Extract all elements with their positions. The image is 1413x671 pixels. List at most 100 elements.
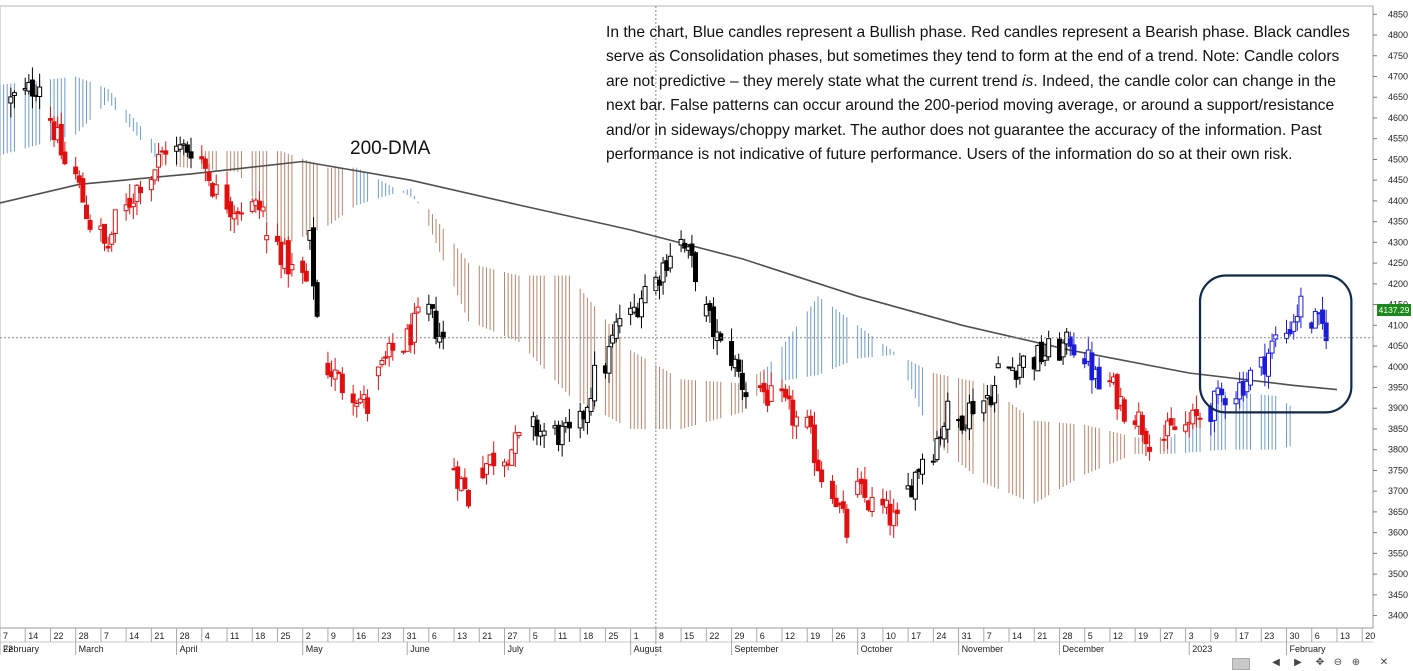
zoom-in-icon[interactable]: ⊕ xyxy=(1351,657,1361,668)
date-tick-label: 7 xyxy=(987,631,992,641)
candle-body xyxy=(588,398,594,412)
candle-body xyxy=(739,372,745,391)
month-label: December xyxy=(1062,644,1104,654)
candle-body xyxy=(1183,424,1189,432)
candle-body xyxy=(1096,366,1102,390)
candle-body xyxy=(62,151,68,165)
candle-body xyxy=(1046,338,1052,358)
candle-body xyxy=(992,385,998,404)
price-tick-label: 3850 xyxy=(1388,424,1408,434)
candle-body xyxy=(833,497,839,507)
candle-body xyxy=(840,501,846,509)
candle-body xyxy=(199,156,205,160)
price-tick-label: 3750 xyxy=(1388,465,1408,475)
date-tick-label: 21 xyxy=(482,631,492,641)
zoom-out-icon[interactable]: ⊖ xyxy=(1333,657,1343,668)
date-tick-label: 20 xyxy=(1365,631,1375,641)
candle-body xyxy=(1190,409,1196,425)
candle-body xyxy=(516,432,522,436)
candle-body xyxy=(786,395,792,400)
candle-body xyxy=(912,471,918,500)
close-chart-icon[interactable]: ✕ xyxy=(1379,657,1389,668)
candle-body xyxy=(1247,369,1253,386)
candle-body xyxy=(152,169,158,181)
candle-body xyxy=(332,369,338,380)
date-tick-label: 16 xyxy=(356,631,366,641)
candle-body xyxy=(123,204,129,212)
date-tick-label: 19 xyxy=(1138,631,1148,641)
candle-body xyxy=(357,398,363,403)
candle-body xyxy=(660,262,666,283)
candle-body xyxy=(995,363,1001,369)
scroll-right-icon[interactable]: ▶ xyxy=(1294,657,1302,668)
date-tick-label: 24 xyxy=(936,631,946,641)
candle-body xyxy=(1172,426,1178,430)
date-tick-label: 6 xyxy=(432,631,437,641)
candle-body xyxy=(566,421,572,429)
date-tick-label: 8 xyxy=(659,631,664,641)
price-tick-label: 4000 xyxy=(1388,362,1408,372)
date-tick-label: 27 xyxy=(508,631,518,641)
candle-body xyxy=(483,463,489,475)
date-tick-label: 17 xyxy=(1239,631,1249,641)
candles-layer xyxy=(8,67,1329,544)
price-tick-label: 3950 xyxy=(1388,382,1408,392)
price-tick-label: 3700 xyxy=(1388,486,1408,496)
date-tick-label: 12 xyxy=(785,631,795,641)
candle-body xyxy=(383,356,389,359)
date-tick-label: 22 xyxy=(53,631,63,641)
date-tick-label: 1 xyxy=(634,631,639,641)
candle-body xyxy=(314,282,320,317)
price-tick-label: 3450 xyxy=(1388,590,1408,600)
candle-body xyxy=(73,166,79,175)
price-tick-label: 4550 xyxy=(1388,134,1408,144)
candle-body xyxy=(761,382,767,393)
candle-body xyxy=(379,359,385,366)
candle-body xyxy=(206,171,212,182)
date-tick-label: 18 xyxy=(583,631,593,641)
chart-scrollbar[interactable]: ◀ ▶ ✥ ⊖ ⊕ ✕ xyxy=(1232,656,1413,670)
pan-icon[interactable]: ✥ xyxy=(1315,657,1325,668)
price-tick-label: 4050 xyxy=(1388,341,1408,351)
candle-body xyxy=(1244,380,1250,393)
plot-frame xyxy=(0,5,1374,629)
crosshair xyxy=(0,6,1373,656)
month-label: February xyxy=(3,644,40,654)
candle-body xyxy=(429,304,435,309)
month-label: November xyxy=(962,644,1004,654)
candle-body xyxy=(1168,418,1174,426)
date-tick-label: 2 xyxy=(306,631,311,641)
price-axis: 3400 3450 3500 3550 3600 3650 3700 3750 3800 3850… xyxy=(1372,6,1408,628)
candle-body xyxy=(743,392,749,398)
date-tick-label: 31 xyxy=(407,631,417,641)
date-tick-label: 9 xyxy=(1214,631,1219,641)
date-tick-label: 14 xyxy=(1012,631,1022,641)
candle-body xyxy=(934,438,940,461)
month-label: June xyxy=(410,644,430,654)
date-tick-label: 21 xyxy=(154,631,164,641)
candle-body xyxy=(102,223,108,244)
price-tick-label: 4300 xyxy=(1388,237,1408,247)
candle-body xyxy=(891,511,897,527)
candle-body xyxy=(177,144,183,150)
scroll-left-icon[interactable]: ◀ xyxy=(1272,657,1280,668)
candle-body xyxy=(862,479,868,498)
candle-body xyxy=(584,406,590,423)
candle-body xyxy=(163,150,169,155)
annotation-text-2: . Indeed, the candle color can change in… xyxy=(606,72,1336,164)
candle-body xyxy=(610,334,616,344)
candle-body xyxy=(80,178,86,203)
price-tick-label: 3650 xyxy=(1388,507,1408,517)
candle-body xyxy=(1193,409,1199,417)
date-tick-label: 23 xyxy=(1264,631,1274,641)
date-tick-label: 28 xyxy=(79,631,89,641)
scroll-thumb[interactable] xyxy=(1232,658,1250,670)
candle-body xyxy=(213,184,219,195)
price-tick-label: 3600 xyxy=(1388,528,1408,538)
candle-body xyxy=(815,459,821,472)
candle-body xyxy=(1222,398,1228,406)
candle-body xyxy=(1143,430,1149,445)
date-tick-label: 11 xyxy=(230,631,239,641)
candle-body xyxy=(1269,340,1275,354)
